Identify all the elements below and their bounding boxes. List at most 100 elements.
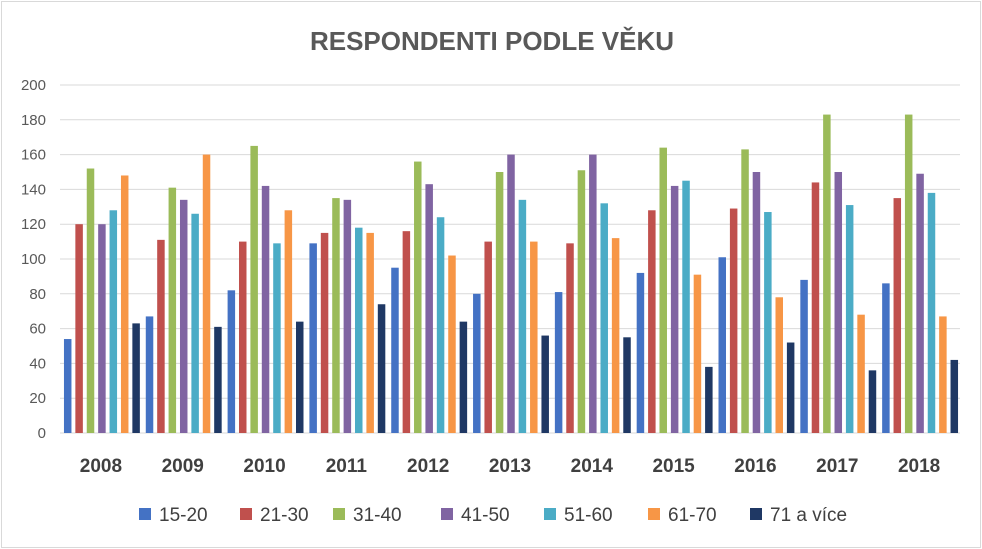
bar-51-60-2010 <box>273 243 281 433</box>
y-axis-ticks: 0 20 40 60 80 100 120 140 160 180 200 <box>21 77 46 442</box>
bar-21-30-2009 <box>157 239 165 433</box>
bar-31-40-2010 <box>250 145 258 433</box>
bar-61-70-2018 <box>939 316 947 433</box>
bar-61-70-2016 <box>775 297 783 433</box>
bar-21-30-2012 <box>402 231 411 433</box>
bar-71-a-více-2015 <box>705 366 713 433</box>
bar-41-50-2009 <box>179 199 188 433</box>
bar-21-30-2008 <box>75 224 83 433</box>
bar-21-30-2014 <box>566 243 574 433</box>
bar-71-a-více-2017 <box>868 370 877 433</box>
legend-label: 31-40 <box>353 505 402 526</box>
y-tick-label: 140 <box>21 181 46 198</box>
bar-51-60-2009 <box>191 213 199 433</box>
bar-31-40-2014 <box>577 170 586 433</box>
bar-51-60-2017 <box>845 205 854 433</box>
bar-15-20-2010 <box>227 290 236 433</box>
y-tick-label: 160 <box>21 147 46 164</box>
bar-71-a-více-2008 <box>132 323 140 433</box>
bar-71-a-více-2009 <box>214 326 222 433</box>
x-tick-label: 2016 <box>734 456 776 477</box>
bar-61-70-2017 <box>857 314 865 433</box>
bar-61-70-2014 <box>611 238 620 433</box>
x-tick-label: 2015 <box>652 456 695 477</box>
bar-61-70-2008 <box>120 175 129 434</box>
legend-swatch <box>750 508 762 520</box>
x-axis-ticks: 2008 2009 2010 2011 2012 2013 2014 2015 2016 2017… <box>80 456 940 477</box>
bar-15-20-2017 <box>800 279 808 433</box>
bar-51-60-2011 <box>355 227 363 433</box>
bar-15-20-2013 <box>473 293 481 433</box>
bar-61-70-2009 <box>202 154 211 433</box>
x-tick-label: 2011 <box>326 456 368 477</box>
bar-31-40-2015 <box>659 147 667 433</box>
legend-label: 41-50 <box>461 505 510 526</box>
legend-label: 15-20 <box>159 505 208 526</box>
legend-swatch <box>240 508 252 520</box>
bar-71-a-více-2016 <box>786 342 795 433</box>
bar-71-a-více-2018 <box>950 359 959 433</box>
bar-61-70-2015 <box>693 274 702 433</box>
legend-label: 21-30 <box>260 505 309 526</box>
x-tick-label: 2018 <box>898 456 940 477</box>
bar-71-a-více-2012 <box>459 321 468 433</box>
bar-21-30-2015 <box>648 210 656 433</box>
bar-61-70-2013 <box>530 241 538 433</box>
y-tick-label: 80 <box>29 286 46 303</box>
bar-41-50-2014 <box>589 154 597 433</box>
x-tick-label: 2013 <box>489 456 531 477</box>
bar-15-20-2015 <box>636 272 645 433</box>
bar-21-30-2016 <box>729 208 738 433</box>
bar-15-20-2018 <box>882 283 890 433</box>
bar-51-60-2014 <box>600 203 608 433</box>
chart-title: RESPONDENTI PODLE VĚKU <box>310 26 674 56</box>
legend-label: 71 a více <box>770 505 847 526</box>
y-tick-label: 0 <box>38 425 46 442</box>
x-tick-label: 2009 <box>162 456 204 477</box>
y-tick-label: 20 <box>29 390 46 407</box>
x-tick-label: 2014 <box>571 456 614 477</box>
legend-label: 61-70 <box>668 505 717 526</box>
bar-31-40-2013 <box>495 172 504 433</box>
bar-15-20-2009 <box>145 316 154 433</box>
legend-swatch <box>544 508 556 520</box>
bar-41-50-2016 <box>752 172 761 433</box>
bar-41-50-2018 <box>916 173 924 434</box>
bar-51-60-2016 <box>764 212 772 433</box>
y-tick-label: 180 <box>21 112 46 129</box>
y-tick-label: 200 <box>21 77 46 94</box>
bar-15-20-2016 <box>718 257 726 433</box>
legend: 15-20 21-30 31-40 41-50 51-60 61-70 71 a více <box>139 505 847 526</box>
bar-15-20-2014 <box>554 292 563 433</box>
bar-71-a-více-2013 <box>541 335 549 433</box>
bar-71-a-více-2010 <box>296 321 304 433</box>
bar-51-60-2008 <box>109 210 118 433</box>
bar-31-40-2008 <box>86 168 95 433</box>
bar-21-30-2010 <box>239 241 247 433</box>
bar-21-30-2018 <box>893 198 902 433</box>
bar-51-60-2013 <box>518 199 527 433</box>
x-tick-label: 2010 <box>243 456 285 477</box>
x-tick-label: 2008 <box>80 456 122 477</box>
bar-15-20-2011 <box>309 243 317 433</box>
bar-21-30-2011 <box>320 232 329 433</box>
bar-41-50-2008 <box>98 224 106 433</box>
bar-31-40-2016 <box>741 149 749 433</box>
bar-31-40-2012 <box>414 161 422 433</box>
bar-51-60-2018 <box>927 192 936 433</box>
legend-swatch <box>441 508 453 520</box>
bar-31-40-2018 <box>904 114 913 433</box>
x-tick-label: 2017 <box>816 456 858 477</box>
bar-21-30-2017 <box>811 182 820 433</box>
bar-51-60-2012 <box>436 217 445 433</box>
legend-swatch <box>333 508 345 520</box>
bar-15-20-2012 <box>391 267 399 433</box>
bar-31-40-2011 <box>332 198 340 433</box>
y-tick-label: 60 <box>29 321 46 338</box>
y-tick-label: 120 <box>21 216 46 233</box>
bar-21-30-2013 <box>484 241 492 433</box>
bar-51-60-2015 <box>682 180 690 433</box>
bar-41-50-2013 <box>507 154 515 433</box>
x-tick-label: 2012 <box>407 456 449 477</box>
